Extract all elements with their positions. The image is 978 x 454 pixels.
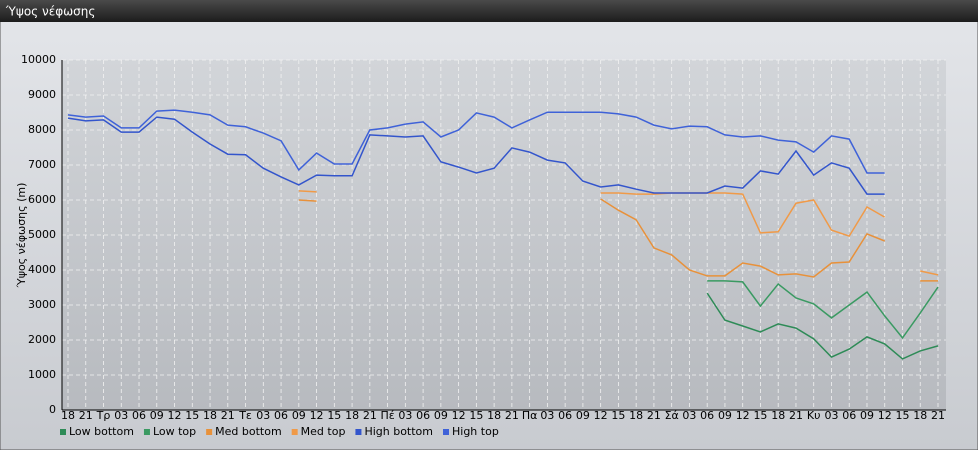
x-tick-label: Τρ bbox=[96, 409, 111, 422]
legend-label: Low top bbox=[153, 425, 196, 438]
x-tick-label: 15 bbox=[469, 409, 483, 422]
x-tick-label: 15 bbox=[895, 409, 909, 422]
x-tick-label: 15 bbox=[611, 409, 625, 422]
y-tick-label: 1000 bbox=[28, 368, 56, 381]
x-tick-label: 21 bbox=[505, 409, 519, 422]
x-tick-label: 03 bbox=[114, 409, 128, 422]
legend-marker bbox=[60, 429, 66, 435]
legend-marker bbox=[355, 429, 362, 435]
x-tick-label: 03 bbox=[540, 409, 554, 422]
x-tick-label: Τε bbox=[238, 409, 252, 422]
x-tick-label: 06 bbox=[132, 409, 146, 422]
x-tick-label: 09 bbox=[292, 409, 306, 422]
legend-label: Med top bbox=[301, 425, 346, 438]
x-tick-label: 18 bbox=[487, 409, 501, 422]
x-tick-label: 21 bbox=[647, 409, 661, 422]
x-tick-label: 06 bbox=[416, 409, 430, 422]
x-tick-label: 21 bbox=[931, 409, 945, 422]
x-tick-label: 03 bbox=[824, 409, 838, 422]
x-tick-label: 18 bbox=[771, 409, 785, 422]
x-tick-label: 15 bbox=[753, 409, 767, 422]
x-tick-label: 12 bbox=[168, 409, 182, 422]
legend-marker bbox=[143, 429, 150, 435]
x-tick-label: Πα bbox=[522, 409, 538, 422]
series-line bbox=[707, 280, 939, 340]
x-tick-label: 15 bbox=[185, 409, 199, 422]
x-tick-label: 15 bbox=[327, 409, 341, 422]
y-tick-label: 8000 bbox=[28, 123, 56, 136]
x-tick-label: 12 bbox=[594, 409, 608, 422]
x-tick-label: 06 bbox=[274, 409, 288, 422]
x-tick-label: 09 bbox=[150, 409, 164, 422]
x-tick-label: 09 bbox=[434, 409, 448, 422]
y-tick-label: 2000 bbox=[28, 333, 56, 346]
legend-label: Low bottom bbox=[69, 425, 134, 438]
legend-marker bbox=[206, 429, 213, 435]
legend-label: High top bbox=[452, 425, 499, 438]
series-line bbox=[298, 190, 939, 276]
x-tick-label: 18 bbox=[345, 409, 359, 422]
x-tick-label: 03 bbox=[682, 409, 696, 422]
x-tick-label: 18 bbox=[913, 409, 927, 422]
series-line bbox=[67, 109, 885, 174]
y-tick-label: 9000 bbox=[28, 88, 56, 101]
x-tick-label: 21 bbox=[363, 409, 377, 422]
series-line bbox=[706, 292, 939, 360]
legend-label: High bottom bbox=[364, 425, 433, 438]
x-tick-label: Σά bbox=[665, 409, 679, 422]
x-tick-label: 21 bbox=[221, 409, 235, 422]
x-tick-label: Κυ bbox=[807, 409, 821, 422]
series-line bbox=[298, 198, 938, 282]
y-tick-label: 10000 bbox=[21, 53, 56, 66]
legend-label: Med bottom bbox=[215, 425, 282, 438]
chart-title: Ύψος νέφωσης bbox=[5, 5, 95, 19]
title-bar bbox=[0, 0, 978, 22]
y-tick-label: 5000 bbox=[28, 228, 56, 241]
legend-marker bbox=[443, 429, 449, 435]
series-line bbox=[67, 116, 885, 195]
legend-marker bbox=[291, 429, 298, 435]
x-tick-label: 21 bbox=[789, 409, 803, 422]
x-tick-label: 12 bbox=[736, 409, 750, 422]
x-tick-label: 06 bbox=[700, 409, 714, 422]
x-tick-label: 18 bbox=[61, 409, 75, 422]
y-tick-label: 0 bbox=[49, 403, 56, 416]
x-tick-label: 21 bbox=[79, 409, 93, 422]
x-tick-label: 03 bbox=[398, 409, 412, 422]
x-tick-label: 09 bbox=[718, 409, 732, 422]
x-tick-label: Πέ bbox=[380, 409, 394, 422]
x-tick-label: 12 bbox=[310, 409, 324, 422]
x-tick-label: 18 bbox=[203, 409, 217, 422]
x-tick-label: 12 bbox=[878, 409, 892, 422]
x-tick-label: 18 bbox=[629, 409, 643, 422]
y-tick-label: 3000 bbox=[28, 298, 56, 311]
y-tick-label: 7000 bbox=[28, 158, 56, 171]
x-tick-label: 03 bbox=[256, 409, 270, 422]
x-tick-label: 06 bbox=[842, 409, 856, 422]
x-tick-label: 06 bbox=[558, 409, 572, 422]
x-tick-label: 12 bbox=[452, 409, 466, 422]
y-tick-label: 4000 bbox=[28, 263, 56, 276]
x-tick-label: 09 bbox=[860, 409, 874, 422]
x-tick-label: 09 bbox=[576, 409, 590, 422]
y-tick-label: 6000 bbox=[28, 193, 56, 206]
y-axis-label: Ύψος νέφωσης (m) bbox=[15, 183, 28, 289]
